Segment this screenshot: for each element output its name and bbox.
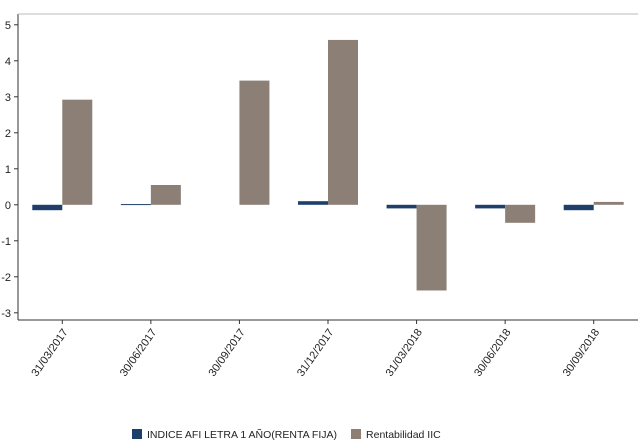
bar-indice-afi	[563, 204, 594, 211]
legend: INDICE AFI LETRA 1 AÑO(RENTA FIJA) Rentab…	[132, 428, 441, 441]
y-tick-label: -2	[1, 272, 11, 284]
y-tick-label: 3	[5, 92, 11, 104]
legend-label: Rentabilidad IIC	[366, 429, 441, 441]
bars	[32, 39, 624, 291]
bar-indice-afi	[120, 204, 151, 206]
axes: -3 -2 -1 0 1 2 3 4 5	[1, 13, 638, 321]
x-axis-ticks: 31/03/2017 30/06/2017 30/09/2017 31/12/2017…	[29, 320, 602, 379]
y-tick-label: 1	[5, 164, 11, 176]
x-tick-label: 30/09/2018	[561, 327, 602, 379]
bar-rentabilidad-iic	[593, 201, 624, 205]
bar-rentabilidad-iic	[505, 204, 536, 223]
y-tick-label: -3	[1, 308, 11, 320]
y-tick-label: 5	[5, 20, 11, 32]
y-tick-label: -1	[1, 236, 11, 248]
bar-indice-afi	[32, 204, 63, 211]
x-tick-label: 31/03/2018	[384, 327, 425, 379]
bar-rentabilidad-iic	[328, 39, 358, 205]
x-tick-label: 30/06/2018	[472, 327, 513, 379]
legend-label: INDICE AFI LETRA 1 AÑO(RENTA FIJA)	[147, 428, 337, 441]
x-tick-label: 30/06/2017	[118, 327, 159, 379]
x-tick-label: 31/12/2017	[295, 327, 336, 379]
bar-indice-afi	[475, 204, 506, 209]
bar-rentabilidad-iic	[416, 204, 447, 291]
y-tick-label: 0	[5, 200, 11, 212]
bar-rentabilidad-iic	[62, 99, 93, 205]
bar-rentabilidad-iic	[239, 80, 270, 205]
y-tick-label: 4	[5, 56, 11, 68]
y-tick-label: 2	[5, 128, 11, 140]
legend-swatch	[132, 429, 142, 439]
x-tick-label: 31/03/2017	[29, 327, 70, 379]
bar-indice-afi	[386, 204, 417, 209]
bar-indice-afi	[298, 201, 328, 205]
legend-swatch	[351, 429, 362, 439]
bar-rentabilidad-iic	[150, 185, 181, 205]
x-tick-label: 30/09/2017	[206, 327, 247, 379]
